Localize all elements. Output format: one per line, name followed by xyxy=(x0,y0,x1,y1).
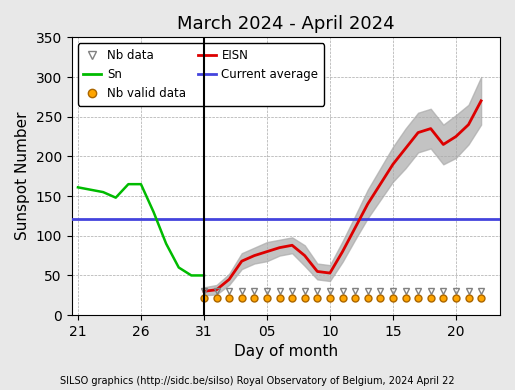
Title: March 2024 - April 2024: March 2024 - April 2024 xyxy=(177,15,394,33)
X-axis label: Day of month: Day of month xyxy=(234,344,338,360)
Text: SILSO graphics (http://sidc.be/silso) Royal Observatory of Belgium, 2024 April 2: SILSO graphics (http://sidc.be/silso) Ro… xyxy=(60,376,455,386)
Legend: Nb data, Sn, Nb valid data, EISN, Current average: Nb data, Sn, Nb valid data, EISN, Curren… xyxy=(78,43,324,106)
Y-axis label: Sunspot Number: Sunspot Number xyxy=(15,112,30,241)
